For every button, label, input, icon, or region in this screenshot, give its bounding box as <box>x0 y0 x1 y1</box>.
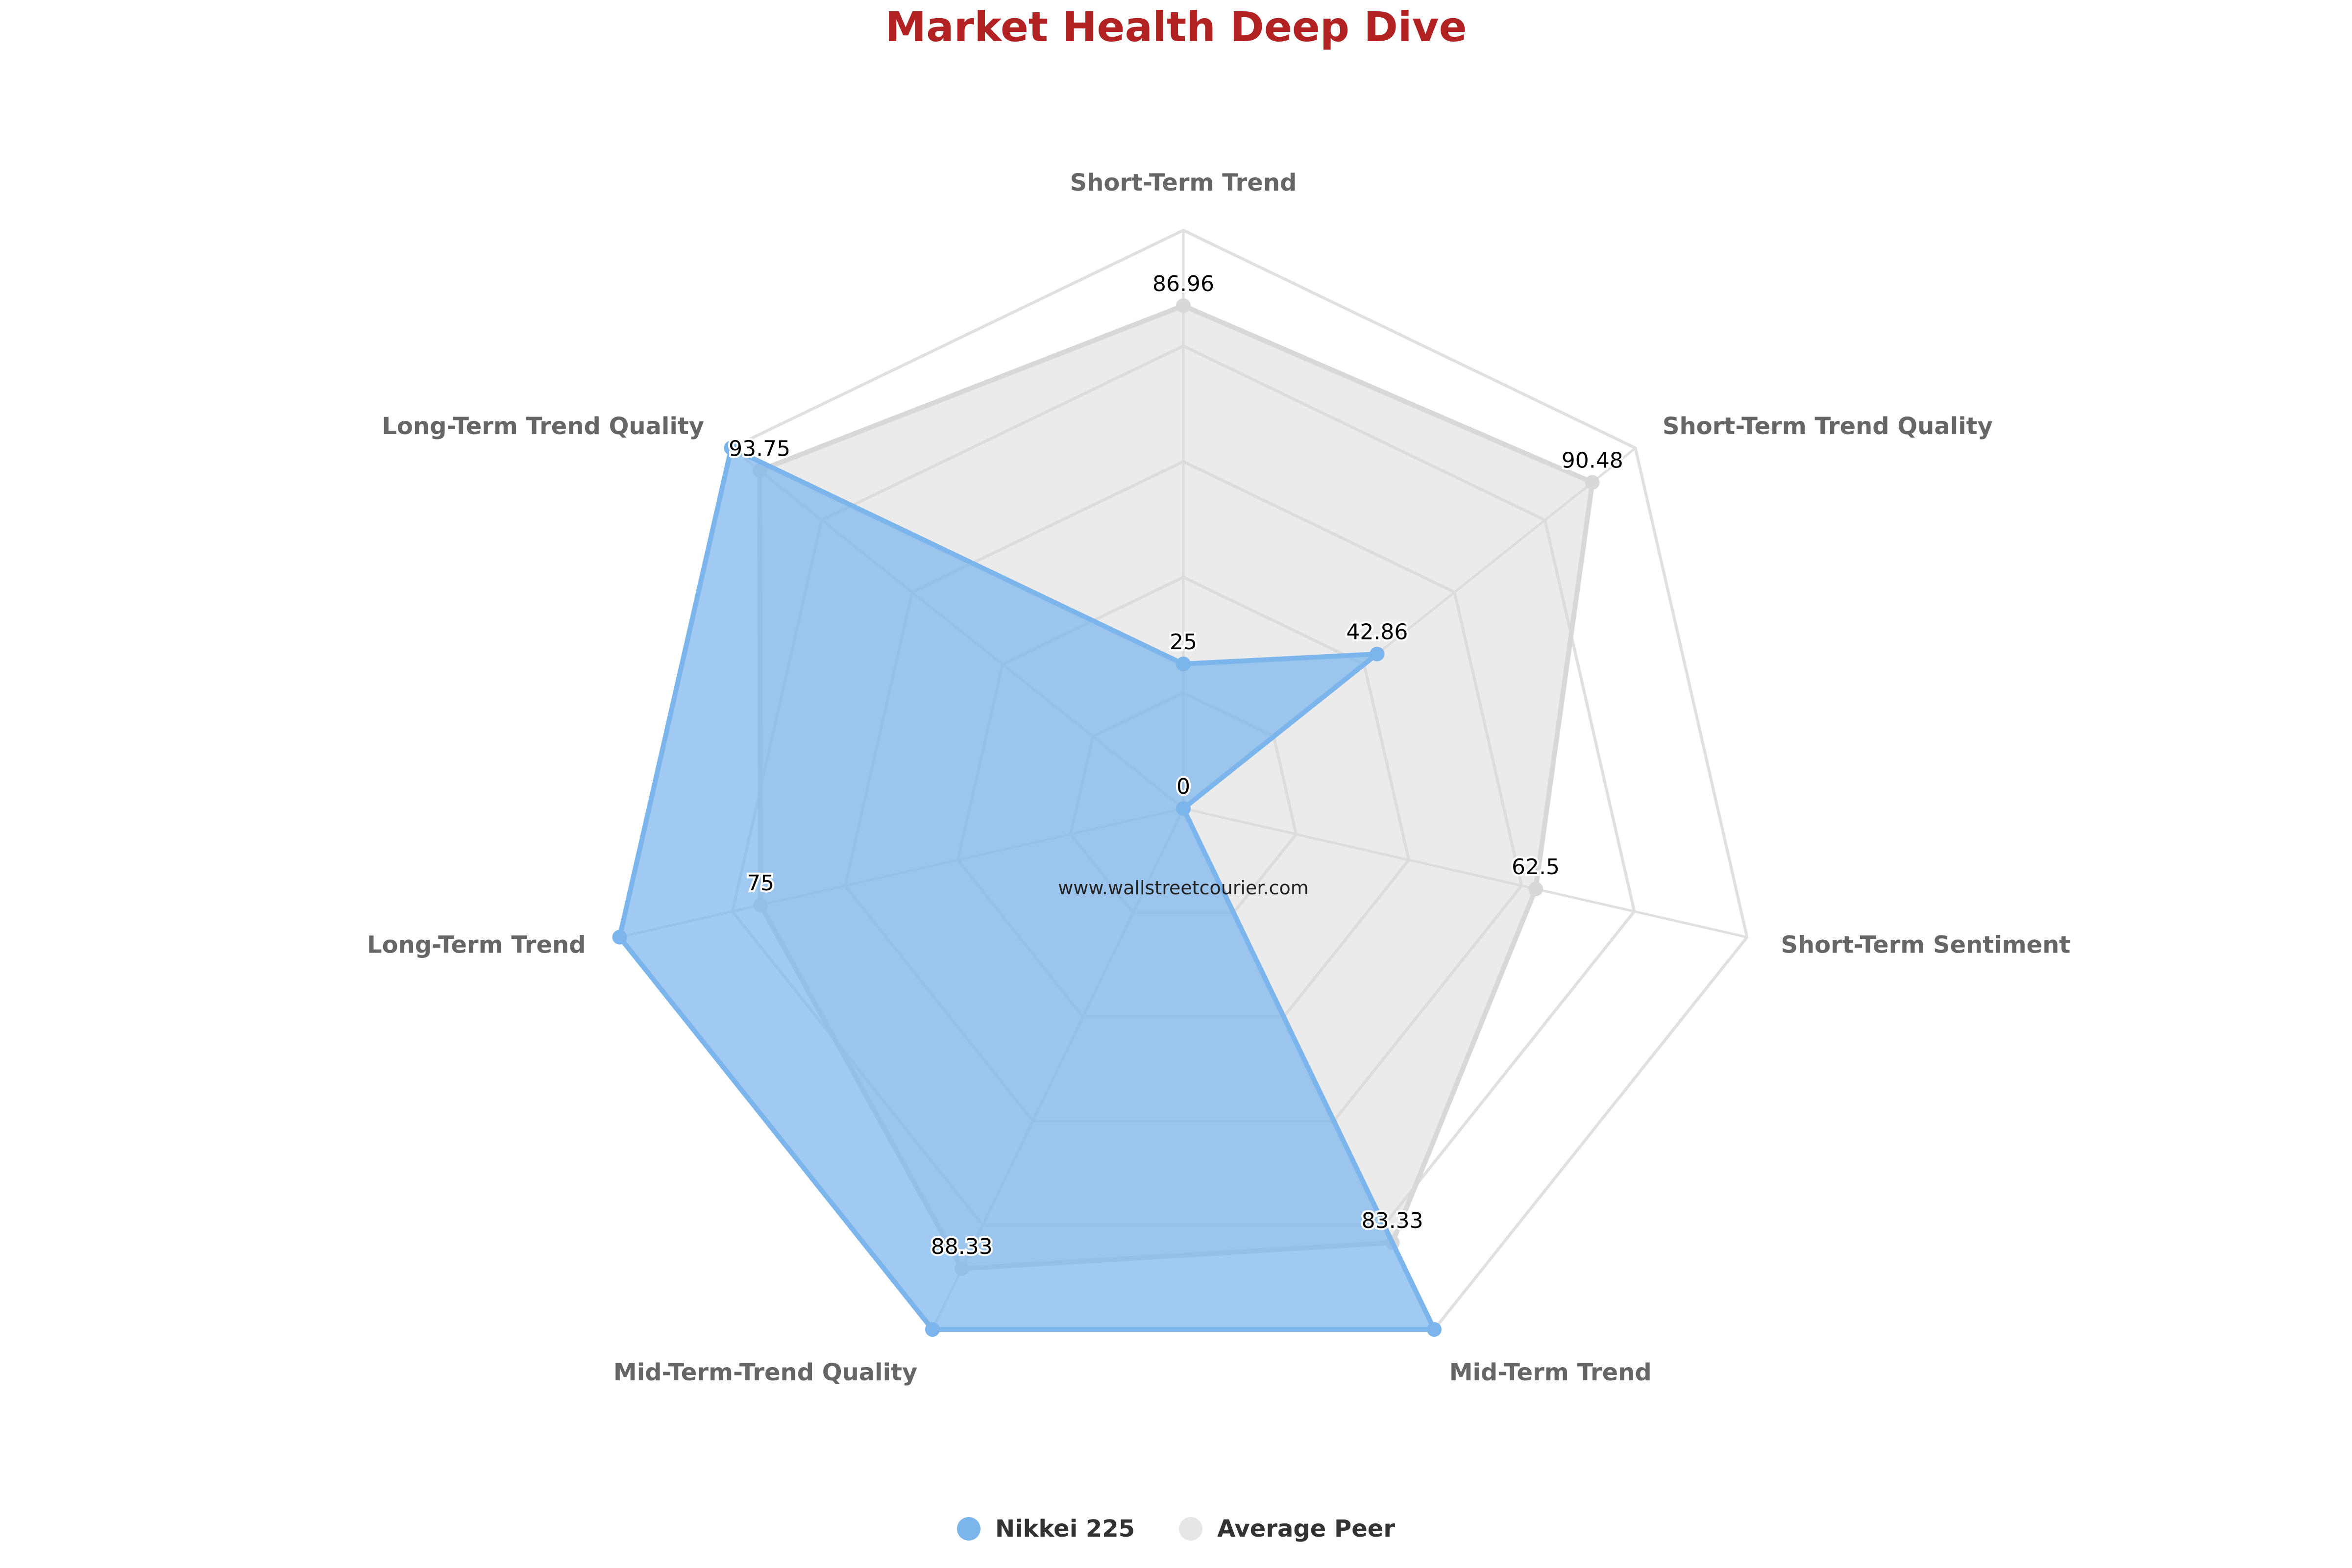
legend-swatch-average-peer <box>1179 1517 1203 1541</box>
axis-label-3: Mid-Term Trend <box>1449 1359 1652 1386</box>
data-label-1-5: 75 <box>747 871 774 896</box>
series-point-average-peer-2 <box>1528 882 1544 897</box>
axis-label-5: Long-Term Trend <box>367 931 586 958</box>
label-layer: Short-Term Trend Short-Term Trend Quality… <box>367 169 2070 1386</box>
axis-label-1: Short-Term Trend Quality <box>1663 413 1993 440</box>
axis-label-2: Short-Term Sentiment <box>1781 931 2070 958</box>
data-label-1-2: 62.5 <box>1512 855 1560 880</box>
series-point-nikkei-225-6 <box>724 441 739 456</box>
legend-item-average-peer[interactable]: Average Peer <box>1179 1515 1395 1543</box>
series-point-nikkei-225-5 <box>612 930 627 945</box>
data-label-1-3: 83.33 <box>1362 1208 1423 1233</box>
series-point-nikkei-225-4 <box>925 1322 940 1337</box>
data-label-1-6: 93.75 <box>729 436 790 461</box>
data-label-0-0: 25 <box>1170 630 1197 655</box>
series-point-nikkei-225-3 <box>1426 1322 1442 1337</box>
data-label-1-1: 90.48 <box>1562 448 1623 473</box>
data-label-0-1: 42.86 <box>1346 620 1408 645</box>
axis-label-0: Short-Term Trend <box>1070 169 1297 196</box>
legend-item-nikkei[interactable]: Nikkei 225 <box>956 1515 1135 1543</box>
data-label-0-2: 0 <box>1176 774 1190 799</box>
data-label-1-0: 86.96 <box>1152 271 1214 296</box>
axis-label-6: Long-Term Trend Quality <box>382 413 704 440</box>
series-point-nikkei-225-1 <box>1370 646 1385 662</box>
legend: Nikkei 225 Average Peer <box>0 1515 2352 1543</box>
legend-label-average-peer: Average Peer <box>1217 1515 1396 1543</box>
series-point-average-peer-0 <box>1176 298 1191 313</box>
series-point-nikkei-225-0 <box>1176 657 1191 671</box>
legend-label-nikkei: Nikkei 225 <box>995 1515 1135 1543</box>
axis-label-4: Mid-Term-Trend Quality <box>613 1359 917 1386</box>
series-area-nikkei-225 <box>617 445 1437 1332</box>
watermark: www.wallstreetcourier.com <box>1058 877 1309 899</box>
series-point-average-peer-1 <box>1585 475 1600 490</box>
legend-swatch-nikkei <box>956 1517 980 1541</box>
series-layer <box>612 298 1600 1337</box>
data-label-1-4: 88.33 <box>931 1234 993 1259</box>
series-point-nikkei-225-2 <box>1176 801 1191 816</box>
chart-title: Market Health Deep Dive <box>885 3 1467 51</box>
